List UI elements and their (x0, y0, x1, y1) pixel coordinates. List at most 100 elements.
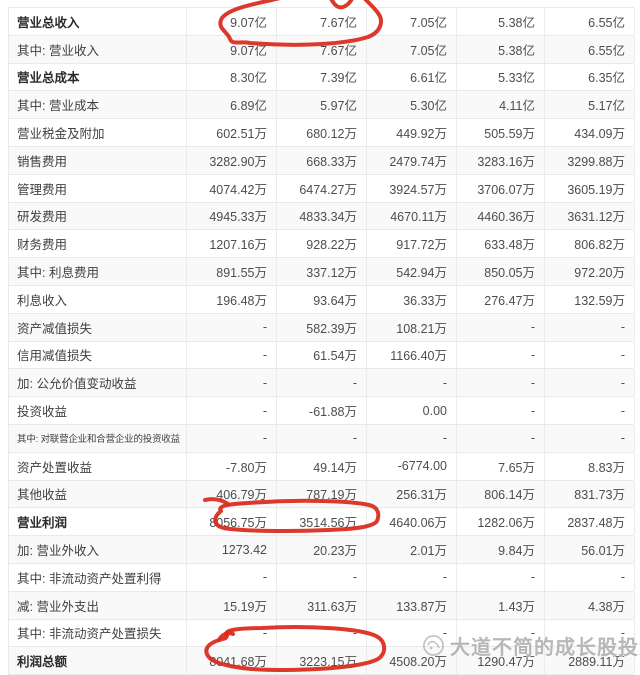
cell-value: 7.65万 (457, 452, 545, 480)
cell-value: 680.12万 (277, 119, 367, 146)
cell-value: - (277, 424, 367, 452)
cell-value: 2837.48万 (545, 508, 635, 536)
cell-value: - (187, 619, 277, 647)
cell-value: 5.30亿 (367, 91, 457, 119)
cell-value: 4833.34万 (277, 202, 367, 230)
table-row: 研发费用 4945.33万 4833.34万 4670.11万 4460.36万 3631… (9, 202, 635, 231)
cell-value: - (277, 619, 367, 647)
cell-value: 61.54万 (277, 341, 367, 369)
cell-value: 3631.12万 (545, 202, 635, 230)
cell-value: 7.05亿 (367, 8, 457, 35)
cell-value: - (187, 397, 277, 424)
table-row: 营业总收入 9.07亿 7.67亿 7.05亿 5.38亿 6.55亿 (9, 8, 635, 36)
cell-value: 8.30亿 (187, 63, 277, 91)
cell-value: 4074.42万 (187, 174, 277, 202)
cell-value: 8.83万 (545, 452, 635, 480)
row-label: 资产减值损失 (9, 313, 187, 341)
cell-value: - (545, 397, 635, 424)
cell-value: 5.38亿 (457, 35, 545, 63)
cell-value: - (457, 397, 545, 424)
cell-value: - (187, 341, 277, 369)
cell-value: 602.51万 (187, 119, 277, 146)
row-label: 其他收益 (9, 480, 187, 508)
table-row: 其中: 营业收入 9.07亿 7.67亿 7.05亿 5.38亿 6.55亿 (9, 35, 635, 64)
table-row: 利润总额 8041.68万 3223.15万 4508.20万 1290.47万 2889… (9, 647, 635, 675)
cell-value: 449.92万 (367, 119, 457, 146)
cell-value: 831.73万 (545, 480, 635, 508)
cell-value: 196.48万 (187, 285, 277, 313)
cell-value: 256.31万 (367, 480, 457, 508)
row-label: 其中: 营业成本 (9, 91, 187, 119)
cell-value: 3706.07万 (457, 174, 545, 202)
cell-value: 2.01万 (367, 536, 457, 563)
cell-value: 337.12万 (277, 258, 367, 285)
cell-value: 787.19万 (277, 480, 367, 508)
table-row: 财务费用 1207.16万 928.22万 917.72万 633.48万 806.82万 (9, 230, 635, 259)
row-label: 资产处置收益 (9, 452, 187, 480)
cell-value: 2479.74万 (367, 146, 457, 174)
cell-value: 582.39万 (277, 313, 367, 341)
row-label: 财务费用 (9, 230, 187, 258)
row-label: 营业总成本 (9, 63, 187, 91)
row-label: 利息收入 (9, 285, 187, 313)
cell-value: 6.61亿 (367, 63, 457, 91)
cell-value: 1290.47万 (457, 647, 545, 675)
cell-value: 5.38亿 (457, 8, 545, 35)
cell-value: 668.33万 (277, 146, 367, 174)
row-label: 其中: 对联营企业和合营企业的投资收益 (9, 424, 187, 452)
row-label: 信用减值损失 (9, 341, 187, 369)
cell-value: 633.48万 (457, 230, 545, 258)
cell-value: 3223.15万 (277, 647, 367, 675)
table-row: 信用减值损失 -61.54万 1166.40万 - - (9, 341, 635, 370)
row-label: 其中: 非流动资产处置利得 (9, 563, 187, 591)
cell-value: 4460.36万 (457, 202, 545, 230)
cell-value: 3605.19万 (545, 174, 635, 202)
cell-value: - (545, 369, 635, 397)
cell-value: 9.07亿 (187, 8, 277, 35)
table-row: 其中: 营业成本 6.89亿 5.97亿 5.30亿 4.11亿 5.17亿 (9, 91, 635, 120)
cell-value: 9.07亿 (187, 35, 277, 63)
cell-value: 6.55亿 (545, 8, 635, 35)
cell-value: 7.05亿 (367, 35, 457, 63)
table-row: 其中: 利息费用 891.55万 337.12万 542.94万 850.05万 972.… (9, 258, 635, 286)
income-statement-table: 营业总收入 9.07亿 7.67亿 7.05亿 5.38亿 6.55亿 其中: 营业收入 9.… (8, 7, 635, 675)
cell-value: 891.55万 (187, 258, 277, 285)
cell-value: 917.72万 (367, 230, 457, 258)
cell-value: - (457, 563, 545, 591)
cell-value: 9.84万 (457, 536, 545, 563)
row-label: 营业税金及附加 (9, 119, 187, 146)
cell-value: 4.11亿 (457, 91, 545, 119)
cell-value: 1273.42 (187, 536, 277, 563)
cell-value: - (457, 313, 545, 341)
cell-value: - (457, 424, 545, 452)
cell-value: - (187, 369, 277, 397)
row-label: 营业利润 (9, 508, 187, 536)
cell-value: 5.33亿 (457, 63, 545, 91)
cell-value: 928.22万 (277, 230, 367, 258)
row-label: 其中: 非流动资产处置损失 (9, 619, 187, 647)
cell-value: 276.47万 (457, 285, 545, 313)
cell-value: 806.82万 (545, 230, 635, 258)
cell-value: 505.59万 (457, 119, 545, 146)
table-row: 其他收益 406.79万 787.19万 256.31万 806.14万 831.73万 (9, 480, 635, 509)
cell-value: - (545, 619, 635, 647)
cell-value: 49.14万 (277, 452, 367, 480)
cell-value: 93.64万 (277, 285, 367, 313)
row-label: 加: 公允价值变动收益 (9, 369, 187, 397)
cell-value: - (187, 424, 277, 452)
row-label: 其中: 营业收入 (9, 35, 187, 63)
cell-value: 850.05万 (457, 258, 545, 285)
cell-value: 7.67亿 (277, 35, 367, 63)
table-row: 加: 公允价值变动收益 - - - - - (9, 369, 635, 398)
cell-value: 1207.16万 (187, 230, 277, 258)
cell-value: 434.09万 (545, 119, 635, 146)
table-row: 其中: 非流动资产处置利得 - - - - - (9, 563, 635, 592)
cell-value: 4670.11万 (367, 202, 457, 230)
cell-value: 6.89亿 (187, 91, 277, 119)
row-label: 研发费用 (9, 202, 187, 230)
row-label: 销售费用 (9, 146, 187, 174)
table-row: 其中: 对联营企业和合营企业的投资收益 - - - - - (9, 424, 635, 453)
table-row: 减: 营业外支出 15.19万 311.63万 133.87万 1.43万 4.38万 (9, 591, 635, 620)
cell-value: 3514.56万 (277, 508, 367, 536)
row-label: 管理费用 (9, 174, 187, 202)
